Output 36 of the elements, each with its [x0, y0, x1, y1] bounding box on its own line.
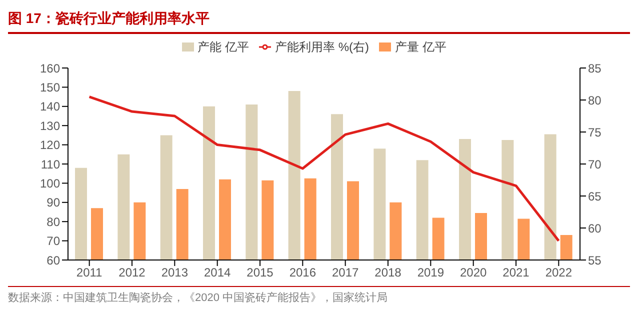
source-note: 数据来源：中国建筑卫生陶瓷协会，《2020 中国瓷砖产能报告》，国家统计局 [8, 290, 389, 305]
y-tick-label: 150 [40, 80, 60, 94]
line-series [88, 96, 560, 242]
y2-tick-label: 85 [588, 61, 602, 76]
x-tick-label: 2015 [246, 266, 274, 280]
legend-label: 产能利用率 %(右) [275, 40, 369, 54]
x-tick-label: 2011 [76, 266, 103, 280]
x-tick-label: 2013 [161, 266, 188, 280]
y-tick-label: 80 [46, 214, 60, 229]
x-tick-label: 2017 [332, 266, 360, 280]
y-tick-label: 140 [40, 100, 60, 114]
y2-tick-label: 60 [588, 221, 602, 236]
y-tick-label: 90 [46, 196, 60, 210]
x-tick-label: 2018 [374, 266, 402, 280]
x-tick-label: 2019 [417, 266, 444, 280]
y-tick-label: 130 [40, 118, 60, 133]
y-tick-label: 100 [40, 176, 60, 190]
y2-tick-label: 65 [588, 189, 602, 204]
x-tick-label: 2012 [118, 266, 146, 280]
legend-label: 产能 亿平 [198, 40, 249, 54]
y-tick-label: 70 [46, 234, 60, 248]
y-tick-label: 60 [46, 253, 60, 268]
x-tick-label: 2020 [460, 266, 488, 280]
y2-tick-label: 75 [588, 125, 602, 140]
y-tick-label: 110 [40, 157, 60, 172]
legend-label: 产量 亿平 [395, 40, 446, 54]
y2-tick-label: 80 [588, 93, 602, 108]
y-tick-label: 160 [40, 61, 60, 76]
x-tick-label: 2014 [204, 266, 232, 280]
y-tick-label: 120 [40, 138, 60, 152]
x-tick-label: 2022 [545, 266, 572, 280]
chart-title: 图 17：瓷砖行业产能利用率水平 [8, 9, 210, 28]
y2-tick-label: 70 [588, 157, 602, 172]
x-tick-label: 2016 [289, 266, 316, 280]
y2-tick-label: 55 [588, 253, 602, 268]
x-tick-label: 2021 [502, 266, 530, 280]
